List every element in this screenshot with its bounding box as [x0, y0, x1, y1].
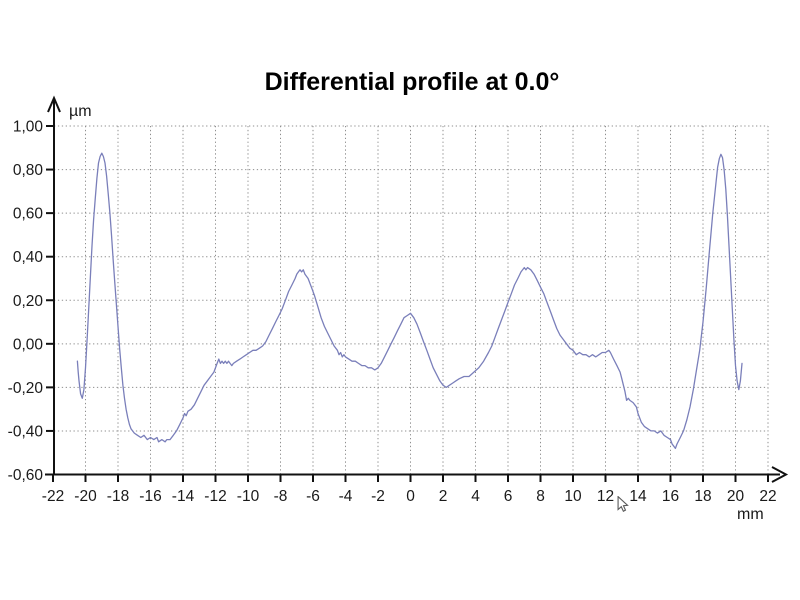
y-axis-arrow-icon [47, 95, 61, 113]
x-tick-label: 22 [759, 488, 776, 505]
x-tick-label: 4 [471, 488, 480, 505]
x-tick-label: 0 [406, 488, 415, 505]
x-tick-label: 16 [662, 488, 679, 505]
chart-title: Differential profile at 0.0° [264, 68, 560, 96]
x-axis-arrow-icon [771, 466, 789, 483]
y-tick-label: -0,40 [8, 423, 44, 440]
y-tick-label: 0,00 [13, 336, 44, 353]
x-tick-label: -16 [139, 488, 161, 505]
y-tick-label: 0,60 [13, 206, 44, 223]
x-tick-label: -6 [306, 488, 320, 505]
x-tick-label: 6 [504, 488, 513, 505]
x-tick-label: 14 [629, 488, 647, 505]
x-tick-label: 10 [564, 488, 582, 505]
y-tick-label: 0,80 [13, 162, 44, 179]
x-tick-label: -14 [172, 488, 195, 505]
y-tick-label: 0,40 [13, 249, 44, 266]
x-tick-label: -2 [371, 488, 385, 505]
x-tick-label: 2 [439, 488, 448, 505]
x-tick-label: -4 [339, 488, 353, 505]
x-tick-label: -22 [42, 488, 64, 505]
x-tick-label: 20 [727, 488, 745, 505]
y-tick-label: 1,00 [13, 119, 44, 136]
x-axis-unit-label: mm [737, 506, 764, 523]
x-tick-label: -10 [237, 488, 260, 505]
x-tick-label: 18 [694, 488, 711, 505]
y-axis-unit-label: µm [69, 103, 92, 120]
x-tick-label: -12 [204, 488, 226, 505]
y-tick-label: 0,20 [13, 293, 44, 310]
x-tick-label: -18 [107, 488, 129, 505]
y-tick-label: -0,60 [8, 467, 44, 484]
x-tick-label: -20 [74, 488, 97, 505]
x-tick-label: 8 [536, 488, 545, 505]
x-tick-label: -8 [274, 488, 288, 505]
profile-line [76, 152, 743, 450]
y-tick-label: -0,20 [8, 380, 44, 397]
mouse-cursor-icon [617, 496, 629, 512]
x-tick-label: 12 [597, 488, 614, 505]
